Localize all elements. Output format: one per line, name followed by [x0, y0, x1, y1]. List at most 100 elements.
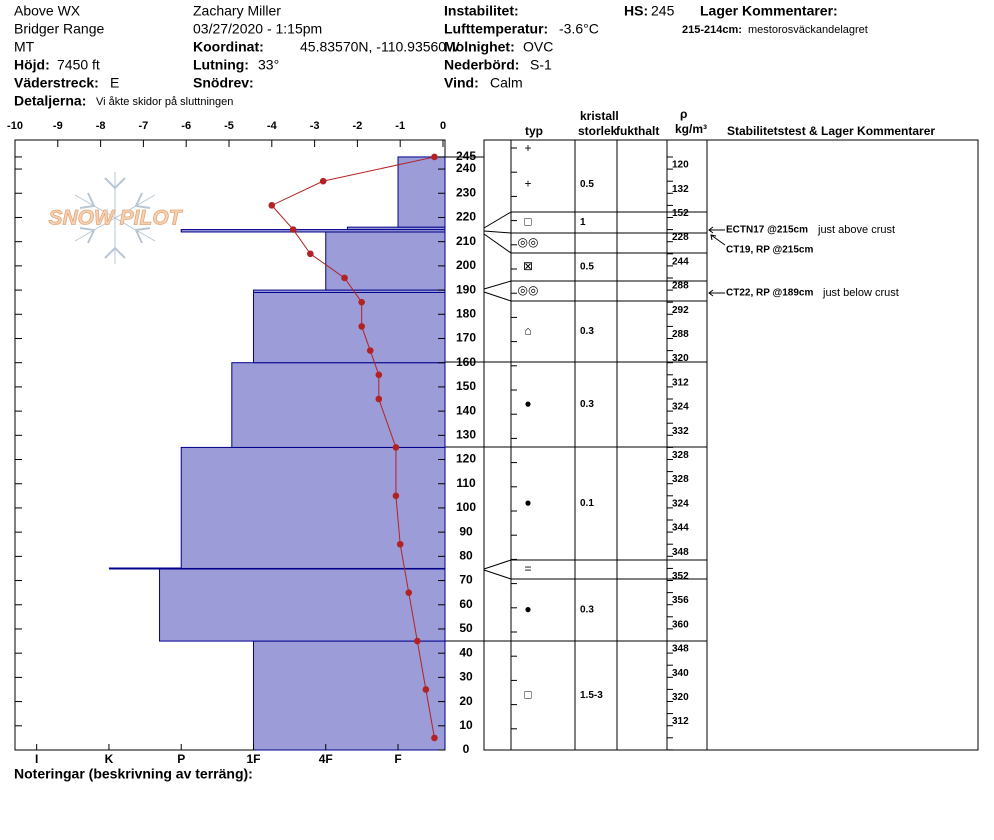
temperature-point — [341, 274, 348, 282]
value: 90 — [459, 524, 473, 538]
layer-link — [483, 569, 512, 580]
value: 110 — [456, 476, 476, 490]
layer-link — [483, 559, 512, 570]
type: □ — [524, 215, 531, 229]
type-label: typ — [525, 124, 543, 138]
coords-label: Koordinat: — [193, 39, 264, 55]
arrow-head — [708, 226, 714, 234]
size: 1 — [580, 217, 586, 228]
value: -9 — [53, 120, 63, 132]
value: 332 — [672, 426, 689, 437]
value: 80 — [459, 549, 473, 563]
value: 0 — [463, 742, 470, 756]
temperature-point — [358, 323, 365, 330]
hardness-layer — [252, 292, 446, 364]
elevation-label: Höjd: — [14, 57, 50, 73]
type: □ — [524, 688, 531, 702]
type: ● — [524, 397, 531, 411]
layer-link — [483, 280, 512, 290]
sky-label: Molnighet: — [444, 39, 515, 55]
temperature-point — [289, 226, 297, 233]
value: 324 — [672, 402, 689, 413]
value: 344 — [672, 523, 689, 534]
layer-comment-range: 215-214cm: — [682, 24, 742, 36]
coords: 45.83570N, -110.93560W — [300, 39, 460, 55]
value: -3 — [310, 120, 320, 132]
value: 244 — [672, 256, 689, 267]
size: 1.5-3 — [580, 690, 603, 701]
value: 230 — [456, 185, 476, 199]
value: 120 — [672, 160, 689, 171]
type: ● — [524, 496, 531, 510]
state: MT — [14, 39, 35, 55]
hardness-layer — [252, 640, 446, 751]
wind: Calm — [490, 75, 523, 91]
value: 190 — [456, 282, 476, 296]
value: 360 — [672, 619, 689, 630]
temperature-point — [422, 686, 430, 693]
hardness-layer — [231, 362, 446, 448]
slope: 33° — [258, 57, 279, 73]
value: 30 — [459, 670, 473, 684]
value: 0 — [440, 120, 446, 132]
temperature-point — [366, 347, 374, 354]
value: 356 — [672, 595, 689, 606]
value: 60 — [459, 597, 473, 611]
temperature-point — [358, 298, 365, 306]
temperature-point — [319, 177, 327, 185]
value: -8 — [96, 120, 106, 132]
comment: just below crust — [822, 287, 899, 299]
table-frame — [483, 139, 979, 751]
value: -6 — [181, 120, 191, 132]
temperature-point — [414, 637, 421, 645]
wind-loading-label: Snödrev: — [193, 75, 254, 91]
value: -4 — [267, 120, 278, 132]
type: ◎◎ — [518, 283, 539, 297]
value: 152 — [672, 208, 689, 219]
value: 292 — [672, 305, 689, 316]
value: 348 — [672, 547, 689, 558]
wind-label: Vind: — [444, 75, 479, 91]
temperature-point — [268, 202, 276, 209]
size: 0.3 — [580, 399, 594, 410]
value: 170 — [456, 331, 476, 345]
label: K — [105, 752, 114, 766]
aspect-label: Väderstreck: — [14, 75, 99, 91]
density-unit: kg/m³ — [675, 122, 707, 136]
temperature-point — [375, 371, 383, 379]
value: 180 — [456, 306, 476, 320]
value: 312 — [672, 377, 689, 388]
air-temp: -3.6°C — [559, 21, 599, 37]
hardness-layer — [325, 231, 446, 291]
instability-label: Instabilitet: — [444, 3, 519, 19]
value: 120 — [456, 452, 476, 466]
layer-comment: mestorosväckandelagret — [748, 24, 868, 36]
value: 220 — [456, 210, 476, 224]
label: I — [35, 752, 38, 766]
temperature-point — [405, 589, 413, 596]
type: = — [524, 562, 531, 576]
value: 320 — [672, 692, 689, 703]
precip-label: Nederbörd: — [444, 57, 519, 73]
label: P — [177, 752, 185, 766]
value: 50 — [459, 621, 473, 635]
value: 210 — [456, 234, 476, 248]
value: 240 — [456, 161, 476, 175]
slope-label: Lutning: — [193, 57, 249, 73]
hardness-layer — [180, 446, 446, 569]
value: -2 — [353, 120, 363, 132]
aspect: E — [110, 75, 119, 91]
type: + — [524, 141, 531, 155]
hardness-layer — [346, 226, 446, 231]
hardness-layer — [397, 156, 446, 228]
location: Above WX — [14, 3, 81, 19]
layer-link — [483, 291, 512, 302]
value: 160 — [456, 355, 476, 369]
size: 0.3 — [580, 605, 594, 616]
value: 132 — [672, 184, 689, 195]
layer-link — [483, 211, 512, 229]
hardness-layer — [180, 229, 446, 233]
type: + — [524, 177, 531, 191]
datetime: 03/27/2020 - 1:15pm — [193, 21, 322, 37]
value: 340 — [672, 668, 689, 679]
